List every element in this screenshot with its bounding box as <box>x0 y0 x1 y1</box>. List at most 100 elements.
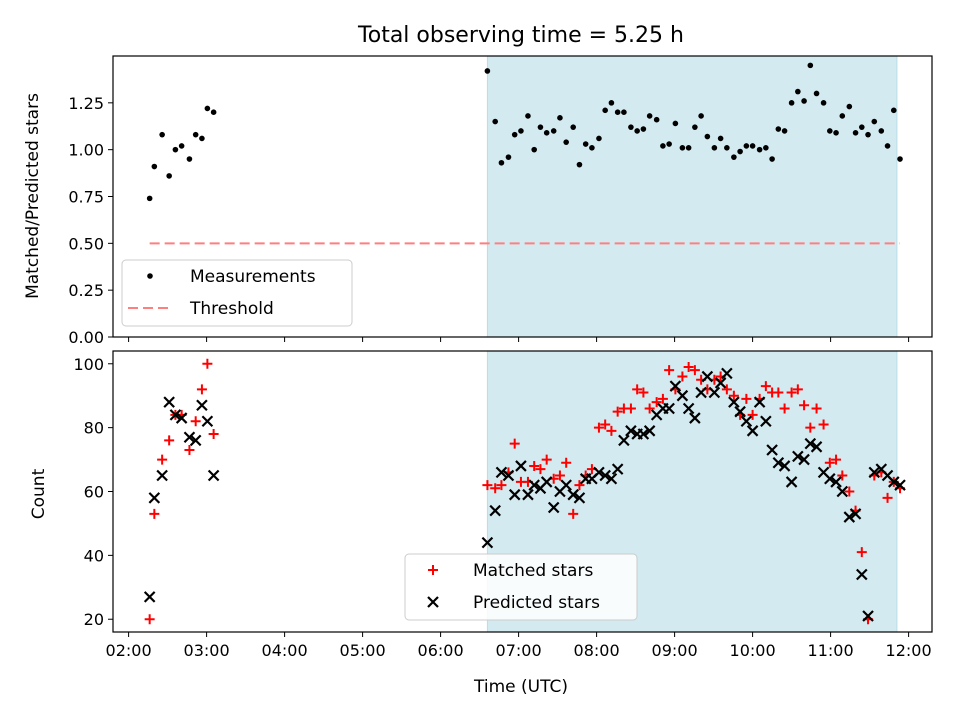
predicted-star-point <box>689 412 701 424</box>
predicted-star-point <box>637 428 650 440</box>
legend-label: Matched stars <box>473 561 593 581</box>
matched-star-point <box>677 371 688 382</box>
predicted-star-point <box>573 492 586 504</box>
predicted-star-point <box>734 405 746 418</box>
predicted-star-point <box>183 431 196 443</box>
measurement-point <box>839 113 846 119</box>
measurement-point <box>492 118 499 125</box>
measurement-point <box>871 118 878 125</box>
measurement-point <box>531 146 537 153</box>
measurement-point <box>543 130 550 136</box>
measurement-point <box>166 173 172 179</box>
predicted-star-point <box>785 476 798 488</box>
measurement-point <box>582 141 589 147</box>
matched-star-point <box>773 387 784 398</box>
matched-star-point <box>190 416 201 427</box>
matched-star-point <box>644 403 655 414</box>
measurement-point <box>704 133 711 140</box>
measurement-point <box>550 128 557 134</box>
bottom-y-tick-label: 100 <box>73 355 104 374</box>
measurement-point <box>884 143 891 149</box>
predicted-star-point <box>868 466 881 479</box>
matched-star-point <box>509 438 520 449</box>
matched-star-point <box>811 403 822 414</box>
matched-star-point <box>632 384 643 395</box>
measurement-point <box>897 156 903 162</box>
predicted-star-point <box>721 367 733 380</box>
measurement-point <box>151 163 158 170</box>
measurement-point <box>846 103 853 110</box>
predicted-star-point <box>849 508 862 520</box>
predicted-star-point <box>669 380 682 392</box>
predicted-star-point <box>489 504 501 517</box>
matched-star-point <box>593 422 604 433</box>
matched-star-point <box>184 444 195 455</box>
matched-star-point <box>664 365 675 376</box>
predicted-star-point <box>515 460 527 472</box>
predicted-star-point <box>701 370 714 383</box>
measurement-point <box>505 154 512 160</box>
measurement-point <box>204 105 211 112</box>
measurement-point <box>698 113 704 119</box>
measurement-point <box>646 113 653 119</box>
measurement-point <box>672 120 679 127</box>
predicted-star-point <box>625 425 637 437</box>
predicted-star-point <box>163 396 175 408</box>
matched-star-point <box>600 419 611 430</box>
measurement-point <box>833 130 839 136</box>
measurement-point <box>801 98 807 104</box>
top-y-tick-label: 0.00 <box>68 328 104 347</box>
measurement-point <box>186 156 193 162</box>
predicted-star-point <box>156 469 168 482</box>
matched-star-point <box>638 387 649 398</box>
matched-star-point <box>612 406 623 417</box>
top-y-tick-label: 0.75 <box>68 188 104 207</box>
measurement-point <box>859 124 865 130</box>
measurement-point <box>731 154 737 160</box>
measurement-point <box>769 156 775 162</box>
bottom-legend: Matched stars Predicted stars <box>404 553 638 621</box>
matched-star-point <box>799 400 810 411</box>
measurement-point <box>511 131 518 138</box>
legend-box <box>404 553 638 621</box>
matched-star-point <box>747 409 758 420</box>
predicted-star-point <box>746 425 759 437</box>
top-y-tick-label: 0.25 <box>68 281 104 300</box>
measurement-point <box>749 143 756 149</box>
measurement-point <box>614 109 621 115</box>
measurement-point <box>576 161 583 168</box>
matched-star-point <box>805 422 816 433</box>
predicted-star-point <box>567 488 579 501</box>
matched-star-point <box>568 508 579 519</box>
x-tick-label: 08:00 <box>574 641 620 660</box>
x-tick-label: 07:00 <box>496 641 542 660</box>
measurement-point <box>890 107 897 114</box>
matched-star-point <box>818 419 829 430</box>
predicted-star-point <box>830 476 842 488</box>
predicted-star-point <box>560 479 572 491</box>
measurement-point <box>820 100 827 106</box>
predicted-star-point <box>605 472 618 485</box>
predicted-star-point <box>760 415 772 428</box>
matched-star-point <box>651 397 662 408</box>
matched-star-point <box>657 393 668 404</box>
measurement-point <box>525 113 531 119</box>
measurement-point <box>518 128 524 134</box>
measurement-point <box>498 159 505 166</box>
measurement-point <box>813 90 820 97</box>
measurement-point <box>192 131 199 138</box>
predicted-star-point <box>714 377 727 389</box>
predicted-star-point <box>547 501 560 514</box>
legend-dot-marker <box>147 273 153 279</box>
predicted-star-point <box>894 479 906 491</box>
predicted-star-point <box>643 425 656 437</box>
matched-star-point <box>741 393 752 404</box>
predicted-star-point <box>753 396 766 408</box>
matched-star-point <box>831 454 842 465</box>
measurement-point <box>199 135 205 142</box>
x-tick-label: 05:00 <box>340 641 386 660</box>
predicted-star-point <box>189 434 202 447</box>
x-tick-label: 06:00 <box>418 641 464 660</box>
top-y-axis-label: Matched/Predicted stars <box>23 93 43 299</box>
